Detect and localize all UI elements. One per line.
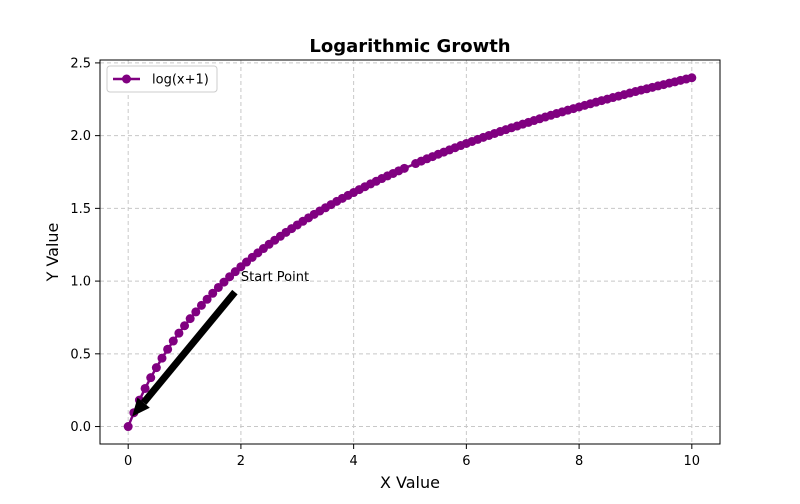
data-point <box>202 294 212 304</box>
x-axis: 0 2 4 6 8 10 <box>124 444 700 469</box>
x-tick-label: 6 <box>462 454 470 469</box>
data-point <box>185 314 195 324</box>
x-tick-label: 2 <box>237 454 245 469</box>
data-point <box>399 163 409 173</box>
data-point <box>174 328 184 338</box>
data-point <box>157 353 167 363</box>
y-tick-label: 1.0 <box>70 275 91 290</box>
data-point <box>140 383 150 393</box>
data-point <box>163 344 173 354</box>
y-tick-label: 1.5 <box>70 202 91 217</box>
data-point <box>208 288 218 298</box>
plot-area-background <box>100 60 720 444</box>
legend: log(x+1) <box>106 65 218 93</box>
x-tick-label: 8 <box>575 454 583 469</box>
y-tick-label: 2.5 <box>70 56 91 71</box>
data-point <box>687 73 697 83</box>
x-tick-label: 10 <box>684 454 701 469</box>
x-axis-label: X Value <box>380 473 440 492</box>
annotation-arrow-shaft <box>140 289 238 405</box>
legend-series-label: log(x+1) <box>152 73 209 88</box>
x-tick-label: 0 <box>124 454 132 469</box>
data-point <box>146 373 156 383</box>
series-layer <box>123 73 697 432</box>
data-point <box>168 336 178 346</box>
data-point <box>180 321 190 331</box>
y-tick-label: 0.5 <box>70 347 91 362</box>
data-point <box>123 422 133 432</box>
data-point <box>219 277 229 287</box>
data-point <box>191 307 201 317</box>
legend-box <box>106 65 218 93</box>
grid <box>100 60 720 444</box>
y-axis: 0.0 0.5 1.0 1.5 2.0 2.5 <box>70 56 100 435</box>
chart-title: Logarithmic Growth <box>309 36 510 57</box>
data-point <box>151 363 161 373</box>
annotation-arrow-head <box>132 397 150 417</box>
data-point <box>213 282 223 292</box>
legend-series-marker <box>122 74 131 84</box>
data-point <box>196 300 206 310</box>
y-tick-label: 0.0 <box>70 420 91 435</box>
annotation-text: Start Point <box>241 270 309 285</box>
annotation-layer: Start Point <box>132 270 309 417</box>
y-tick-label: 2.0 <box>70 129 91 144</box>
x-tick-label: 4 <box>349 454 357 469</box>
y-axis-label: Y Value <box>43 223 62 283</box>
plot-frame <box>99 59 721 445</box>
